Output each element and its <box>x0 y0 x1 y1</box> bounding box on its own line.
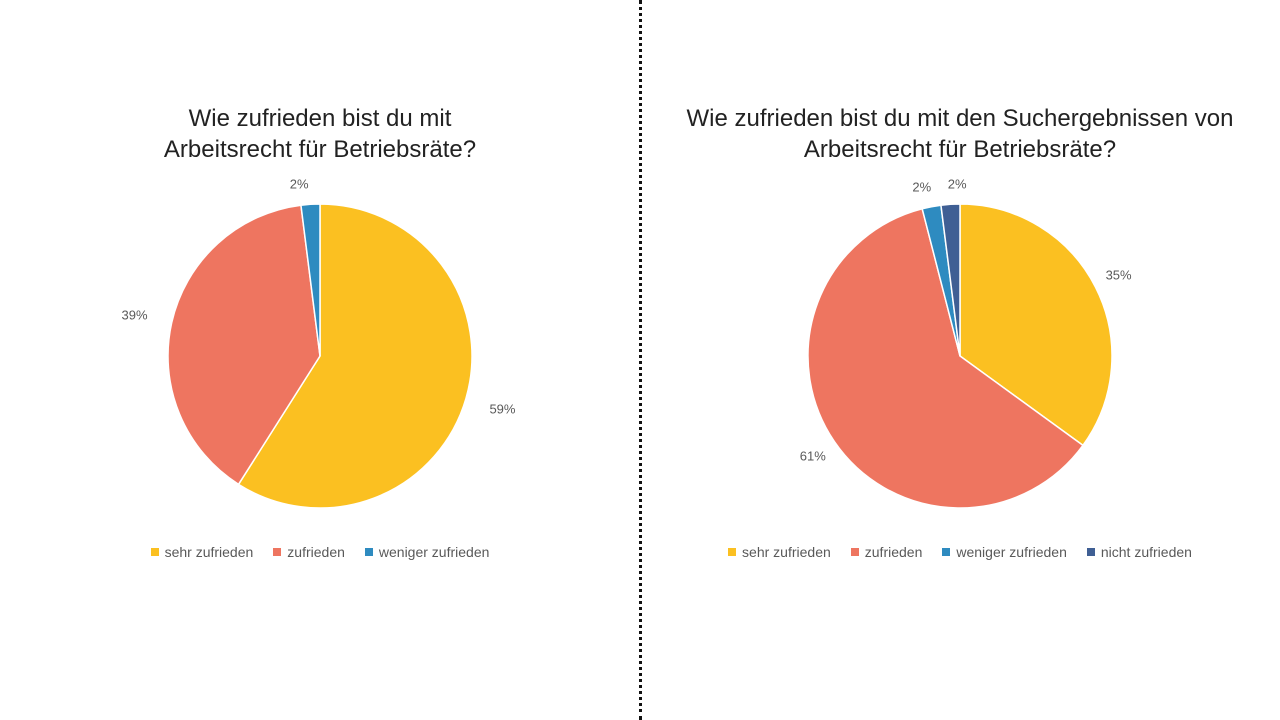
legend-label: zufrieden <box>864 544 923 560</box>
chart-title-line-2: Arbeitsrecht für Betriebsräte? <box>163 136 477 163</box>
dotted-divider <box>639 0 642 720</box>
data-label: 39% <box>121 307 148 323</box>
data-label: 59% <box>489 401 516 417</box>
data-label: 61% <box>799 448 826 464</box>
data-label: 2% <box>947 176 967 192</box>
legend-item: zufrieden <box>273 544 345 560</box>
chart-title-line-2: Arbeitsrecht für Betriebsräte? <box>803 136 1117 163</box>
legend-label: sehr zufrieden <box>164 544 254 560</box>
legend-item: weniger zufrieden <box>942 544 1067 560</box>
legend-label: sehr zufrieden <box>742 544 831 560</box>
legend-swatch <box>942 548 951 556</box>
legend-swatch <box>150 548 159 556</box>
data-label: 2% <box>912 179 932 195</box>
pie-slice-zufrieden <box>807 207 1085 509</box>
pie-slice-zufrieden <box>167 204 321 486</box>
data-label: 2% <box>289 176 309 192</box>
legend: sehr zufrieden zufrieden weniger zufrieden… <box>640 544 1280 560</box>
legend-label: zufrieden <box>287 544 345 560</box>
chart-title: Wie zufrieden bist du mit den Suchergebn… <box>640 103 1280 165</box>
chart-title-line-1: Wie zufrieden bist du mit den Suchergebn… <box>686 105 1234 132</box>
chart-panel-search-satisfaction: Wie zufrieden bist du mit den Suchergebn… <box>640 0 1280 720</box>
legend-label: weniger zufrieden <box>956 544 1067 560</box>
legend-item: sehr zufrieden <box>150 544 254 560</box>
legend-swatch <box>1086 548 1095 556</box>
legend-swatch <box>850 548 859 556</box>
pie-slice-nicht-zufrieden <box>940 203 961 357</box>
legend-swatch <box>364 548 373 556</box>
legend-swatch <box>728 548 737 556</box>
pie-slice-sehr-zufrieden <box>237 203 473 509</box>
legend-swatch <box>273 548 282 556</box>
legend-item: nicht zufrieden <box>1086 544 1192 560</box>
data-label: 35% <box>1105 267 1132 283</box>
chart-panel-satisfaction: Wie zufrieden bist du mit Arbeitsrecht f… <box>0 103 640 560</box>
chart-title-line-1: Wie zufrieden bist du mit <box>188 105 452 132</box>
legend-label: nicht zufrieden <box>1100 544 1192 560</box>
pie-chart <box>807 203 1113 509</box>
chart-title: Wie zufrieden bist du mit Arbeitsrecht f… <box>0 103 640 165</box>
pie-slice-sehr-zufrieden <box>959 203 1113 447</box>
legend-item: weniger zufrieden <box>364 544 490 560</box>
legend: sehr zufrieden zufrieden weniger zufrieden <box>0 544 640 560</box>
legend-item: zufrieden <box>850 544 923 560</box>
pie-chart <box>167 203 473 509</box>
legend-label: weniger zufrieden <box>378 544 490 560</box>
legend-item: sehr zufrieden <box>728 544 831 560</box>
pie-slice-weniger-zufrieden <box>300 203 321 357</box>
